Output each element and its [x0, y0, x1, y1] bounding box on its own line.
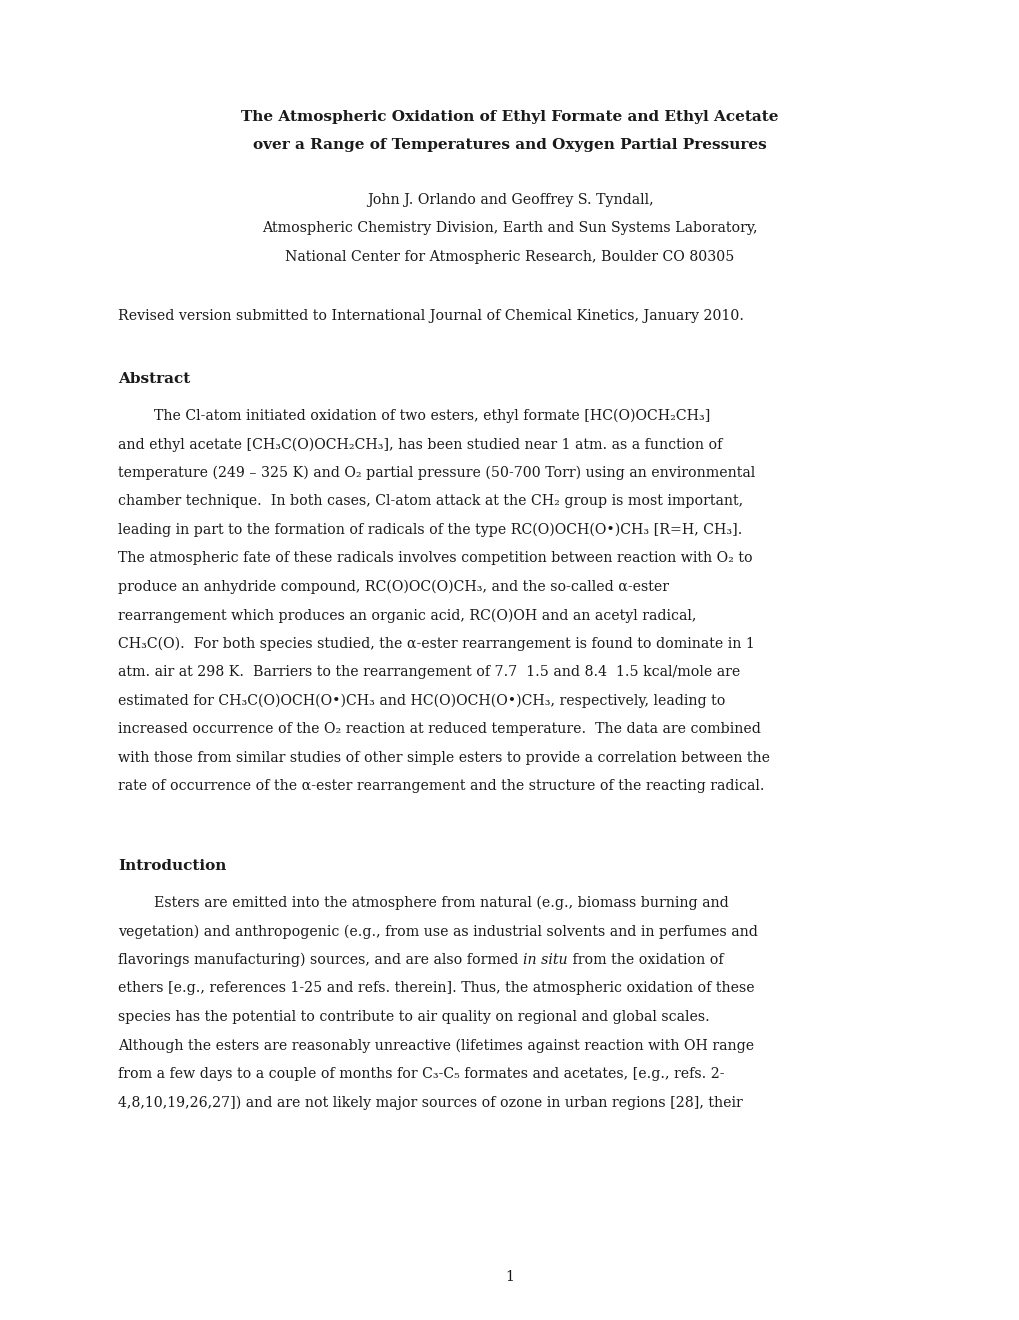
- Text: in situ: in situ: [523, 953, 567, 966]
- Text: John J. Orlando and Geoffrey S. Tyndall,: John J. Orlando and Geoffrey S. Tyndall,: [366, 193, 653, 206]
- Text: over a Range of Temperatures and Oxygen Partial Pressures: over a Range of Temperatures and Oxygen …: [253, 139, 766, 153]
- Text: Atmospheric Chemistry Division, Earth and Sun Systems Laboratory,: Atmospheric Chemistry Division, Earth an…: [262, 220, 757, 235]
- Text: ethers [e.g., references 1-25 and refs. therein]. Thus, the atmospheric oxidatio: ethers [e.g., references 1-25 and refs. …: [118, 981, 754, 995]
- Text: Abstract: Abstract: [118, 372, 191, 385]
- Text: rate of occurrence of the α-ester rearrangement and the structure of the reactin: rate of occurrence of the α-ester rearra…: [118, 779, 764, 793]
- Text: The Cl-atom initiated oxidation of two esters, ethyl formate [HC(O)OCH₂CH₃]: The Cl-atom initiated oxidation of two e…: [118, 409, 709, 424]
- Text: from a few days to a couple of months for C₃-C₅ formates and acetates, [e.g., re: from a few days to a couple of months fo…: [118, 1067, 723, 1081]
- Text: CH₃C(O).  For both species studied, the α-ester rearrangement is found to domina: CH₃C(O). For both species studied, the α…: [118, 636, 754, 651]
- Text: atm. air at 298 K.  Barriers to the rearrangement of 7.7  1.5 and 8.4  1.5 kcal/: atm. air at 298 K. Barriers to the rearr…: [118, 665, 740, 680]
- Text: 4,8,10,19,26,27]) and are not likely major sources of ozone in urban regions [28: 4,8,10,19,26,27]) and are not likely maj…: [118, 1096, 742, 1110]
- Text: The atmospheric fate of these radicals involves competition between reaction wit: The atmospheric fate of these radicals i…: [118, 552, 752, 565]
- Text: species has the potential to contribute to air quality on regional and global sc: species has the potential to contribute …: [118, 1010, 709, 1024]
- Text: with those from similar studies of other simple esters to provide a correlation : with those from similar studies of other…: [118, 751, 769, 764]
- Text: and ethyl acetate [CH₃C(O)OCH₂CH₃], has been studied near 1 atm. as a function o: and ethyl acetate [CH₃C(O)OCH₂CH₃], has …: [118, 437, 721, 451]
- Text: temperature (249 – 325 K) and O₂ partial pressure (50-700 Torr) using an environ: temperature (249 – 325 K) and O₂ partial…: [118, 466, 754, 480]
- Text: Although the esters are reasonably unreactive (lifetimes against reaction with O: Although the esters are reasonably unrea…: [118, 1039, 753, 1052]
- Text: Esters are emitted into the atmosphere from natural (e.g., biomass burning and: Esters are emitted into the atmosphere f…: [118, 896, 728, 911]
- Text: rearrangement which produces an organic acid, RC(O)OH and an acetyl radical,: rearrangement which produces an organic …: [118, 609, 696, 623]
- Text: The Atmospheric Oxidation of Ethyl Formate and Ethyl Acetate: The Atmospheric Oxidation of Ethyl Forma…: [242, 110, 777, 124]
- Text: vegetation) and anthropogenic (e.g., from use as industrial solvents and in perf: vegetation) and anthropogenic (e.g., fro…: [118, 924, 757, 939]
- Text: Introduction: Introduction: [118, 859, 226, 873]
- Text: produce an anhydride compound, RC(O)OC(O)CH₃, and the so-called α-ester: produce an anhydride compound, RC(O)OC(O…: [118, 579, 668, 594]
- Text: National Center for Atmospheric Research, Boulder CO 80305: National Center for Atmospheric Research…: [285, 249, 734, 264]
- Text: increased occurrence of the O₂ reaction at reduced temperature.  The data are co: increased occurrence of the O₂ reaction …: [118, 722, 760, 737]
- Text: estimated for CH₃C(O)OCH(O•)CH₃ and HC(O)OCH(O•)CH₃, respectively, leading to: estimated for CH₃C(O)OCH(O•)CH₃ and HC(O…: [118, 694, 725, 708]
- Text: Revised version submitted to International Journal of Chemical Kinetics, January: Revised version submitted to Internation…: [118, 309, 743, 323]
- Text: flavorings manufacturing) sources, and are also formed: flavorings manufacturing) sources, and a…: [118, 953, 523, 968]
- Text: leading in part to the formation of radicals of the type RC(O)OCH(O•)CH₃ [R=H, C: leading in part to the formation of radi…: [118, 523, 742, 537]
- Text: 1: 1: [505, 1270, 514, 1284]
- Text: from the oxidation of: from the oxidation of: [567, 953, 722, 966]
- Text: chamber technique.  In both cases, Cl-atom attack at the CH₂ group is most impor: chamber technique. In both cases, Cl-ato…: [118, 495, 743, 508]
